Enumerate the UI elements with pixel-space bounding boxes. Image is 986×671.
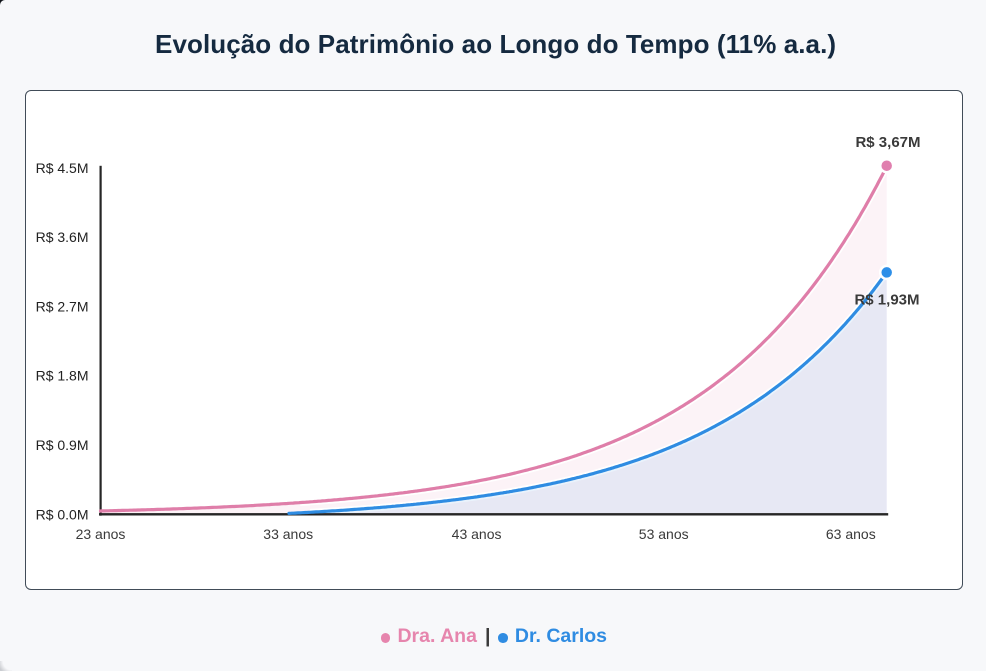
svg-text:R$ 0.0M: R$ 0.0M [36,506,89,522]
svg-text:53 anos: 53 anos [639,526,689,542]
svg-text:R$ 4.5M: R$ 4.5M [36,160,89,176]
svg-text:R$ 3.6M: R$ 3.6M [36,229,89,245]
svg-text:63 anos: 63 anos [826,526,876,542]
svg-text:43 anos: 43 anos [452,526,502,542]
svg-text:R$ 2.7M: R$ 2.7M [36,298,89,314]
svg-text:R$ 1.8M: R$ 1.8M [36,368,89,384]
svg-text:33 anos: 33 anos [263,526,313,542]
svg-text:R$ 3,67M: R$ 3,67M [855,134,920,151]
svg-text:23 anos: 23 anos [76,526,126,542]
svg-text:R$ 0.9M: R$ 0.9M [36,437,89,453]
svg-text:R$ 1,93M: R$ 1,93M [854,291,919,308]
